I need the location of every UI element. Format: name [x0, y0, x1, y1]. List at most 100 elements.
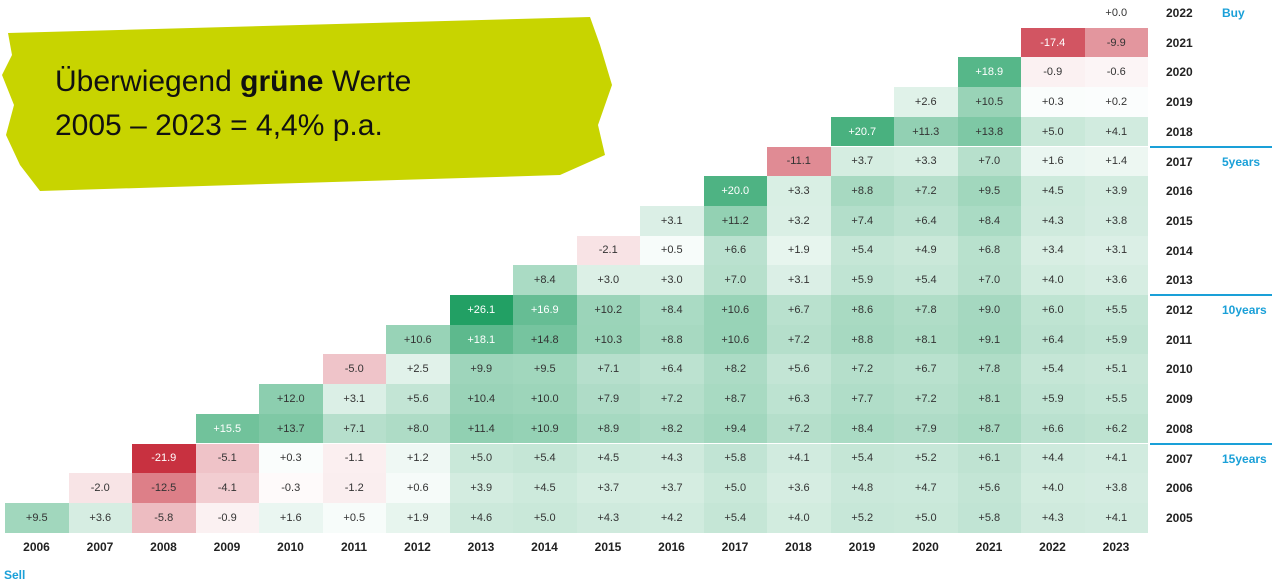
column-year: 2011	[340, 540, 368, 554]
heat-cell: +4.7	[894, 473, 958, 503]
heat-cell: +10.9	[513, 413, 577, 444]
column-year: 2019	[848, 540, 876, 554]
heat-cell: +1.9	[767, 235, 831, 266]
heat-cell: +6.6	[1021, 413, 1085, 444]
heat-cell: +5.8	[703, 443, 767, 474]
heat-cell: +5.9	[1021, 384, 1085, 414]
heat-cell: +5.0	[894, 502, 958, 533]
heat-cell: +7.2	[767, 324, 831, 355]
heat-cell: +6.1	[957, 443, 1021, 474]
sell-label: Sell	[4, 568, 26, 582]
row-year: 2009	[1166, 392, 1193, 407]
heat-cell: +1.6	[1021, 146, 1085, 177]
heat-cell: +4.0	[1021, 473, 1085, 503]
heat-cell: +3.2	[767, 205, 831, 236]
heat-cell: +8.4	[830, 413, 894, 444]
row-year: 2008	[1166, 421, 1193, 436]
heat-cell: -2.0	[68, 473, 132, 503]
heat-cell: +5.0	[513, 502, 577, 533]
heat-cell: +12.0	[259, 384, 323, 414]
heat-cell: +4.5	[513, 473, 577, 503]
heat-cell: +0.5	[322, 502, 386, 533]
row-note: 15years	[1222, 451, 1267, 466]
heat-cell: +8.4	[640, 295, 704, 325]
column-year: 2018	[785, 540, 812, 554]
heat-cell: +3.6	[68, 502, 132, 533]
heat-cell: +8.1	[957, 384, 1021, 414]
heat-cell: +4.1	[1084, 502, 1148, 533]
heat-cell: +10.0	[513, 384, 577, 414]
heat-cell: +3.6	[1084, 265, 1148, 295]
heat-cell: +5.0	[703, 473, 767, 503]
callout-text: Überwiegend grüne Werte 2005 – 2023 = 4,…	[55, 60, 411, 148]
heat-cell: +4.3	[1021, 205, 1085, 236]
heat-cell: +7.9	[576, 384, 640, 414]
callout-line2: 2005 – 2023 = 4,4% p.a.	[55, 109, 383, 142]
heat-cell: +20.7	[830, 116, 894, 147]
heat-cell: +5.9	[830, 265, 894, 295]
callout-line1-pre: Überwiegend	[55, 65, 232, 98]
heat-cell: -5.1	[195, 443, 259, 474]
heat-cell: +26.1	[449, 295, 513, 325]
heat-cell: +1.9	[386, 502, 450, 533]
heat-cell: +11.3	[894, 116, 958, 147]
heat-cell: +6.4	[894, 205, 958, 236]
heat-cell: -0.9	[195, 502, 259, 533]
heat-cell: +8.4	[957, 205, 1021, 236]
heat-cell: -1.1	[322, 443, 386, 474]
heat-cell: +5.8	[957, 502, 1021, 533]
heat-cell: +8.1	[894, 324, 958, 355]
heat-cell: +5.6	[957, 473, 1021, 503]
heat-cell: +5.2	[830, 502, 894, 533]
heat-cell: +8.8	[640, 324, 704, 355]
heat-cell: +4.1	[1084, 116, 1148, 147]
heat-cell: +10.5	[957, 87, 1021, 117]
heat-cell: +14.8	[513, 324, 577, 355]
heat-cell: +3.6	[767, 473, 831, 503]
separator	[1150, 294, 1272, 296]
heat-cell: +7.8	[894, 295, 958, 325]
heat-cell: +3.1	[1084, 235, 1148, 266]
heat-cell: +7.8	[957, 354, 1021, 385]
heat-cell: +7.2	[640, 384, 704, 414]
heat-cell: +1.2	[386, 443, 450, 474]
row-year: 2019	[1166, 95, 1193, 110]
heat-cell: +4.5	[576, 443, 640, 474]
row-year: 2010	[1166, 362, 1193, 377]
heat-cell: +18.1	[449, 324, 513, 355]
column-year: 2023	[1102, 540, 1130, 554]
row-year: 2011	[1166, 332, 1193, 347]
heat-cell: +7.7	[830, 384, 894, 414]
heat-cell: +9.5	[513, 354, 577, 385]
heat-cell: +4.5	[1021, 176, 1085, 206]
heat-cell: +9.0	[957, 295, 1021, 325]
column-year: 2020	[912, 540, 939, 554]
row-note: Buy	[1222, 6, 1245, 20]
heat-cell: +13.7	[259, 413, 323, 444]
row-year: 2006	[1166, 481, 1193, 496]
column-year: 2022	[1039, 540, 1066, 554]
heat-cell: +2.5	[386, 354, 450, 385]
heat-cell: +8.2	[640, 413, 704, 444]
heat-cell: +5.0	[1021, 116, 1085, 147]
column-year: 2007	[86, 540, 114, 554]
heat-cell: +20.0	[703, 176, 767, 206]
row-year: 2015	[1166, 213, 1193, 228]
heat-cell: +5.9	[1084, 324, 1148, 355]
callout-line1-post: Werte	[331, 65, 412, 98]
heat-cell: +4.2	[640, 502, 704, 533]
column-year: 2009	[213, 540, 241, 554]
heat-cell: -5.0	[322, 354, 386, 385]
heat-cell: +3.4	[1021, 235, 1085, 266]
heat-cell: -2.1	[576, 235, 640, 266]
heat-cell: +6.7	[894, 354, 958, 385]
column-year: 2006	[23, 540, 50, 554]
heat-cell: +9.5	[5, 502, 69, 533]
heat-cell: -11.1	[767, 146, 831, 177]
row-year: 2005	[1166, 510, 1193, 525]
heat-cell: +5.6	[386, 384, 450, 414]
heat-cell: +0.6	[386, 473, 450, 503]
column-year: 2016	[658, 540, 685, 554]
heat-cell: +15.5	[195, 413, 259, 444]
heat-cell: +8.2	[703, 354, 767, 385]
